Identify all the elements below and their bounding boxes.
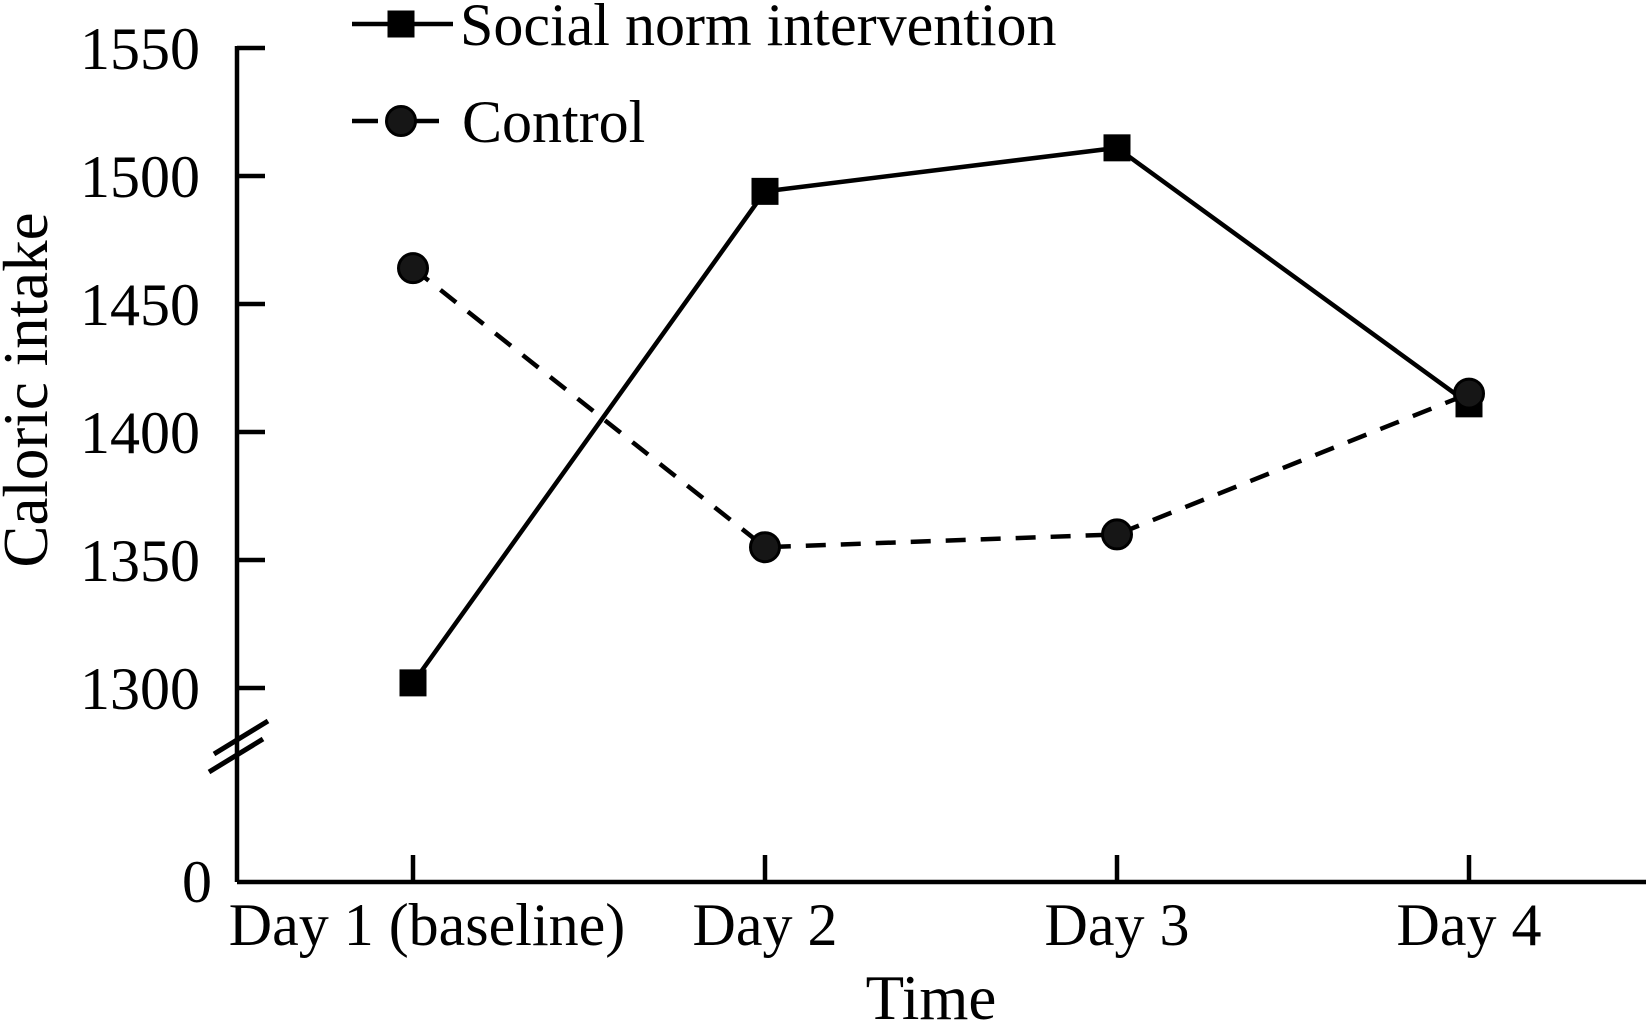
axis-break-slash (212, 718, 270, 757)
data-series (397, 134, 1485, 697)
x-axis-ticks: Day 1 (baseline) Day 2 Day 3 Day 4 (229, 855, 1542, 958)
data-point-circle-marker (749, 531, 781, 564)
y-axis-title: Caloric intake (0, 212, 61, 567)
data-point-circle-marker (397, 252, 429, 285)
legend-item-social-norm-intervention: Social norm intervention (352, 0, 1057, 58)
y-axis-break-mark (207, 718, 270, 775)
x-tick-label: Day 3 (1045, 892, 1190, 958)
y-tick-label: 1500 (80, 144, 200, 210)
y-tick-label: 1300 (80, 656, 200, 722)
series-line-control (411, 266, 1470, 550)
x-axis-title: Time (866, 963, 997, 1023)
axis-break-slash (207, 736, 265, 775)
legend-label: Control (462, 89, 645, 155)
data-point-square-marker (1103, 134, 1131, 162)
y-tick-label: 1450 (80, 272, 200, 338)
circle-marker-icon (385, 105, 417, 137)
y-tick-label: 1350 (80, 528, 200, 594)
y-origin-label: 0 (182, 849, 212, 915)
axes (207, 46, 1646, 885)
data-point-circle-marker (1101, 518, 1133, 551)
x-tick-label: Day 2 (693, 892, 838, 958)
square-marker-icon (387, 10, 415, 38)
y-tick-label: 1400 (80, 400, 200, 466)
series-line-social-norm-intervention (411, 145, 1471, 685)
x-tick-label: Day 4 (1397, 892, 1542, 958)
legend: Social norm intervention Control (352, 0, 1057, 155)
y-tick-label: 1550 (80, 16, 200, 82)
x-tick-label: Day 1 (baseline) (229, 892, 626, 958)
data-point-square-marker (399, 669, 427, 697)
legend-item-control: Control (352, 89, 645, 155)
data-point-circle-marker (1453, 377, 1485, 410)
legend-label: Social norm intervention (460, 0, 1057, 58)
data-point-square-marker (751, 177, 779, 205)
y-axis-ticks: 1550 1500 1450 1400 1350 1300 0 (80, 16, 265, 915)
